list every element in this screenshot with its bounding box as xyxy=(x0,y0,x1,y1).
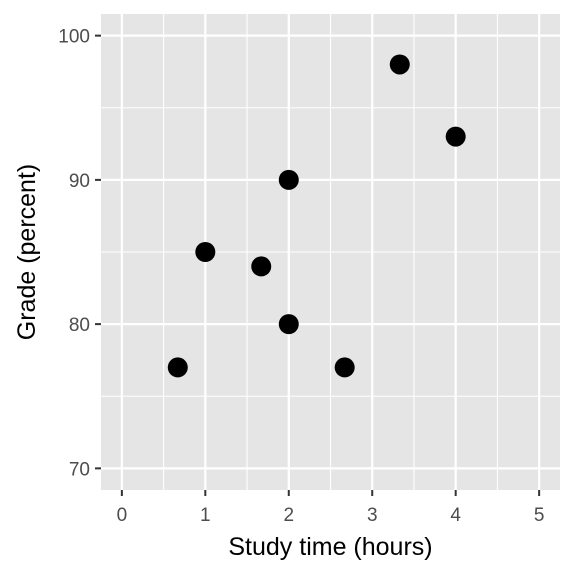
data-point xyxy=(334,357,355,378)
x-tick-label: 2 xyxy=(283,505,294,526)
data-point xyxy=(445,126,466,147)
data-points xyxy=(167,54,466,378)
data-point xyxy=(251,256,272,277)
y-tick-label: 80 xyxy=(69,315,90,336)
x-tick-label: 5 xyxy=(534,505,545,526)
y-tick-label: 70 xyxy=(69,459,90,480)
minor-gridlines xyxy=(101,14,560,490)
data-point xyxy=(389,54,410,75)
y-axis-ticks: 70 80 90 100 xyxy=(58,27,101,480)
y-tick-label: 90 xyxy=(69,171,90,192)
data-point xyxy=(278,314,299,335)
y-tick-label: 100 xyxy=(58,27,90,48)
x-tick-label: 1 xyxy=(200,505,211,526)
x-axis-ticks: 0 1 2 3 4 5 xyxy=(117,490,545,526)
x-axis-title: Study time (hours) xyxy=(228,533,432,561)
x-tick-label: 0 xyxy=(117,505,128,526)
x-tick-label: 3 xyxy=(367,505,378,526)
y-axis-title: Grade (percent) xyxy=(13,164,41,340)
data-point xyxy=(278,169,299,190)
data-point xyxy=(195,242,216,262)
x-tick-label: 4 xyxy=(450,505,461,526)
data-point xyxy=(167,357,188,378)
